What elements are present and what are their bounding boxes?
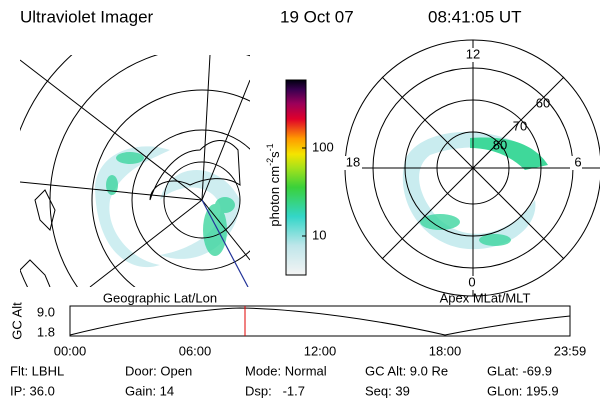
unit: photon cm — [267, 166, 282, 227]
status-field: Flt: LBHL — [10, 363, 64, 378]
date: 19 Oct 07 — [280, 7, 354, 26]
x-tick-label: 06:00 — [179, 343, 212, 358]
colorbar-unit: photon cm-2s-1 — [265, 143, 282, 226]
instrument-title: Ultraviolet Imager — [20, 7, 154, 26]
mlat-label: 80 — [493, 137, 507, 152]
mlat-label: 70 — [513, 118, 527, 133]
status-field: Seq: 39 — [365, 383, 410, 398]
footer: Flt: LBHL Door: Open Mode: Normal GC Alt: 9… — [10, 363, 559, 398]
status-field: Mode: Normal — [245, 363, 327, 378]
unit: s — [267, 151, 282, 158]
x-tick-label: 00:00 — [54, 343, 87, 358]
map-label: Apex MLat/MLT — [440, 290, 531, 305]
exponent: -1 — [265, 143, 275, 151]
x-tick-label: 18:00 — [429, 343, 462, 358]
apex-map — [344, 39, 600, 297]
status-field: GLon: 195.9 — [487, 383, 559, 398]
y-tick-label: 9.0 — [37, 304, 55, 319]
map-label: Geographic Lat/Lon — [103, 290, 217, 305]
altitude-curve — [69, 307, 571, 336]
geographic-map — [20, 55, 250, 287]
y-tick-label: 1.8 — [37, 324, 55, 339]
mlat-label: 60 — [536, 95, 550, 110]
colorbar — [285, 79, 307, 276]
y-axis-label: GC Alt — [9, 302, 24, 340]
status-field: Dsp: -1.7 — [245, 383, 305, 398]
x-tick-label: 12:00 — [304, 343, 337, 358]
mlt-label: 12 — [466, 46, 480, 61]
colorbar-tick-label: 100 — [312, 139, 334, 154]
status-field: Gain: 14 — [125, 383, 174, 398]
status-field: GLat: -69.9 — [487, 363, 552, 378]
colorbar-tick-label: 10 — [312, 227, 326, 242]
mlt-label: 0 — [468, 274, 475, 289]
altitude-panel — [69, 305, 571, 337]
status-field: Door: Open — [125, 363, 192, 378]
status-field: IP: 36.0 — [10, 383, 55, 398]
mlt-label: 18 — [346, 154, 360, 169]
exponent: -2 — [265, 158, 275, 166]
x-tick-label: 23:59 — [554, 343, 587, 358]
status-field: GC Alt: 9.0 Re — [365, 363, 448, 378]
time: 08:41:05 UT — [428, 7, 522, 26]
mlt-label: 6 — [574, 154, 581, 169]
